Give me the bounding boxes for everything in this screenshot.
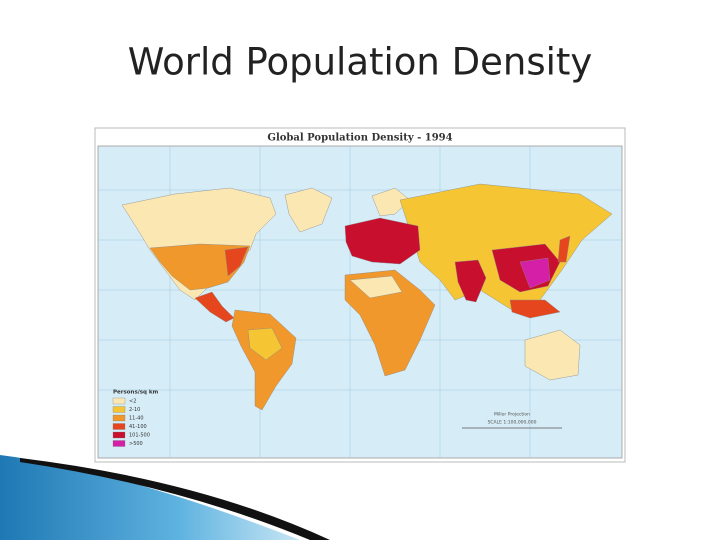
east-china [519, 257, 551, 289]
legend-label: 11-40 [129, 416, 144, 422]
projection: Miller Projection [494, 412, 530, 418]
greenland [284, 187, 333, 233]
legend-swatch [112, 397, 126, 405]
scale: SCALE 1:100,000,000 [488, 420, 537, 426]
legend-swatch [112, 414, 126, 422]
legend-swatch [112, 406, 126, 413]
japan [557, 235, 571, 263]
legend-label: 41-100 [129, 424, 147, 430]
legend-swatch [112, 431, 126, 439]
legend-label: 101-500 [129, 433, 150, 439]
land [121, 183, 613, 411]
sahara [349, 275, 403, 299]
legend-swatch [112, 423, 126, 430]
legend-label: 2-10 [129, 407, 140, 413]
india [454, 259, 487, 303]
legend-label: >500 [129, 441, 143, 447]
legend-swatch [112, 440, 126, 447]
us-east [224, 246, 249, 277]
australia [524, 329, 581, 381]
africa [344, 269, 436, 377]
map-title: Global Population Density - 1994 [267, 133, 452, 144]
swoosh-black [20, 458, 330, 540]
swoosh-blue [0, 455, 300, 540]
legend: <2 2-10 11-40 41-100 101-500 >500 [112, 397, 150, 447]
legend-label: <2 [129, 399, 136, 405]
slide-title: World Population Density [128, 41, 593, 84]
amazon [247, 327, 283, 361]
europe [344, 217, 421, 265]
south-america [231, 309, 297, 411]
legend-title: Persons/sq km [113, 390, 159, 396]
usa [149, 243, 251, 291]
indonesia [509, 299, 561, 319]
